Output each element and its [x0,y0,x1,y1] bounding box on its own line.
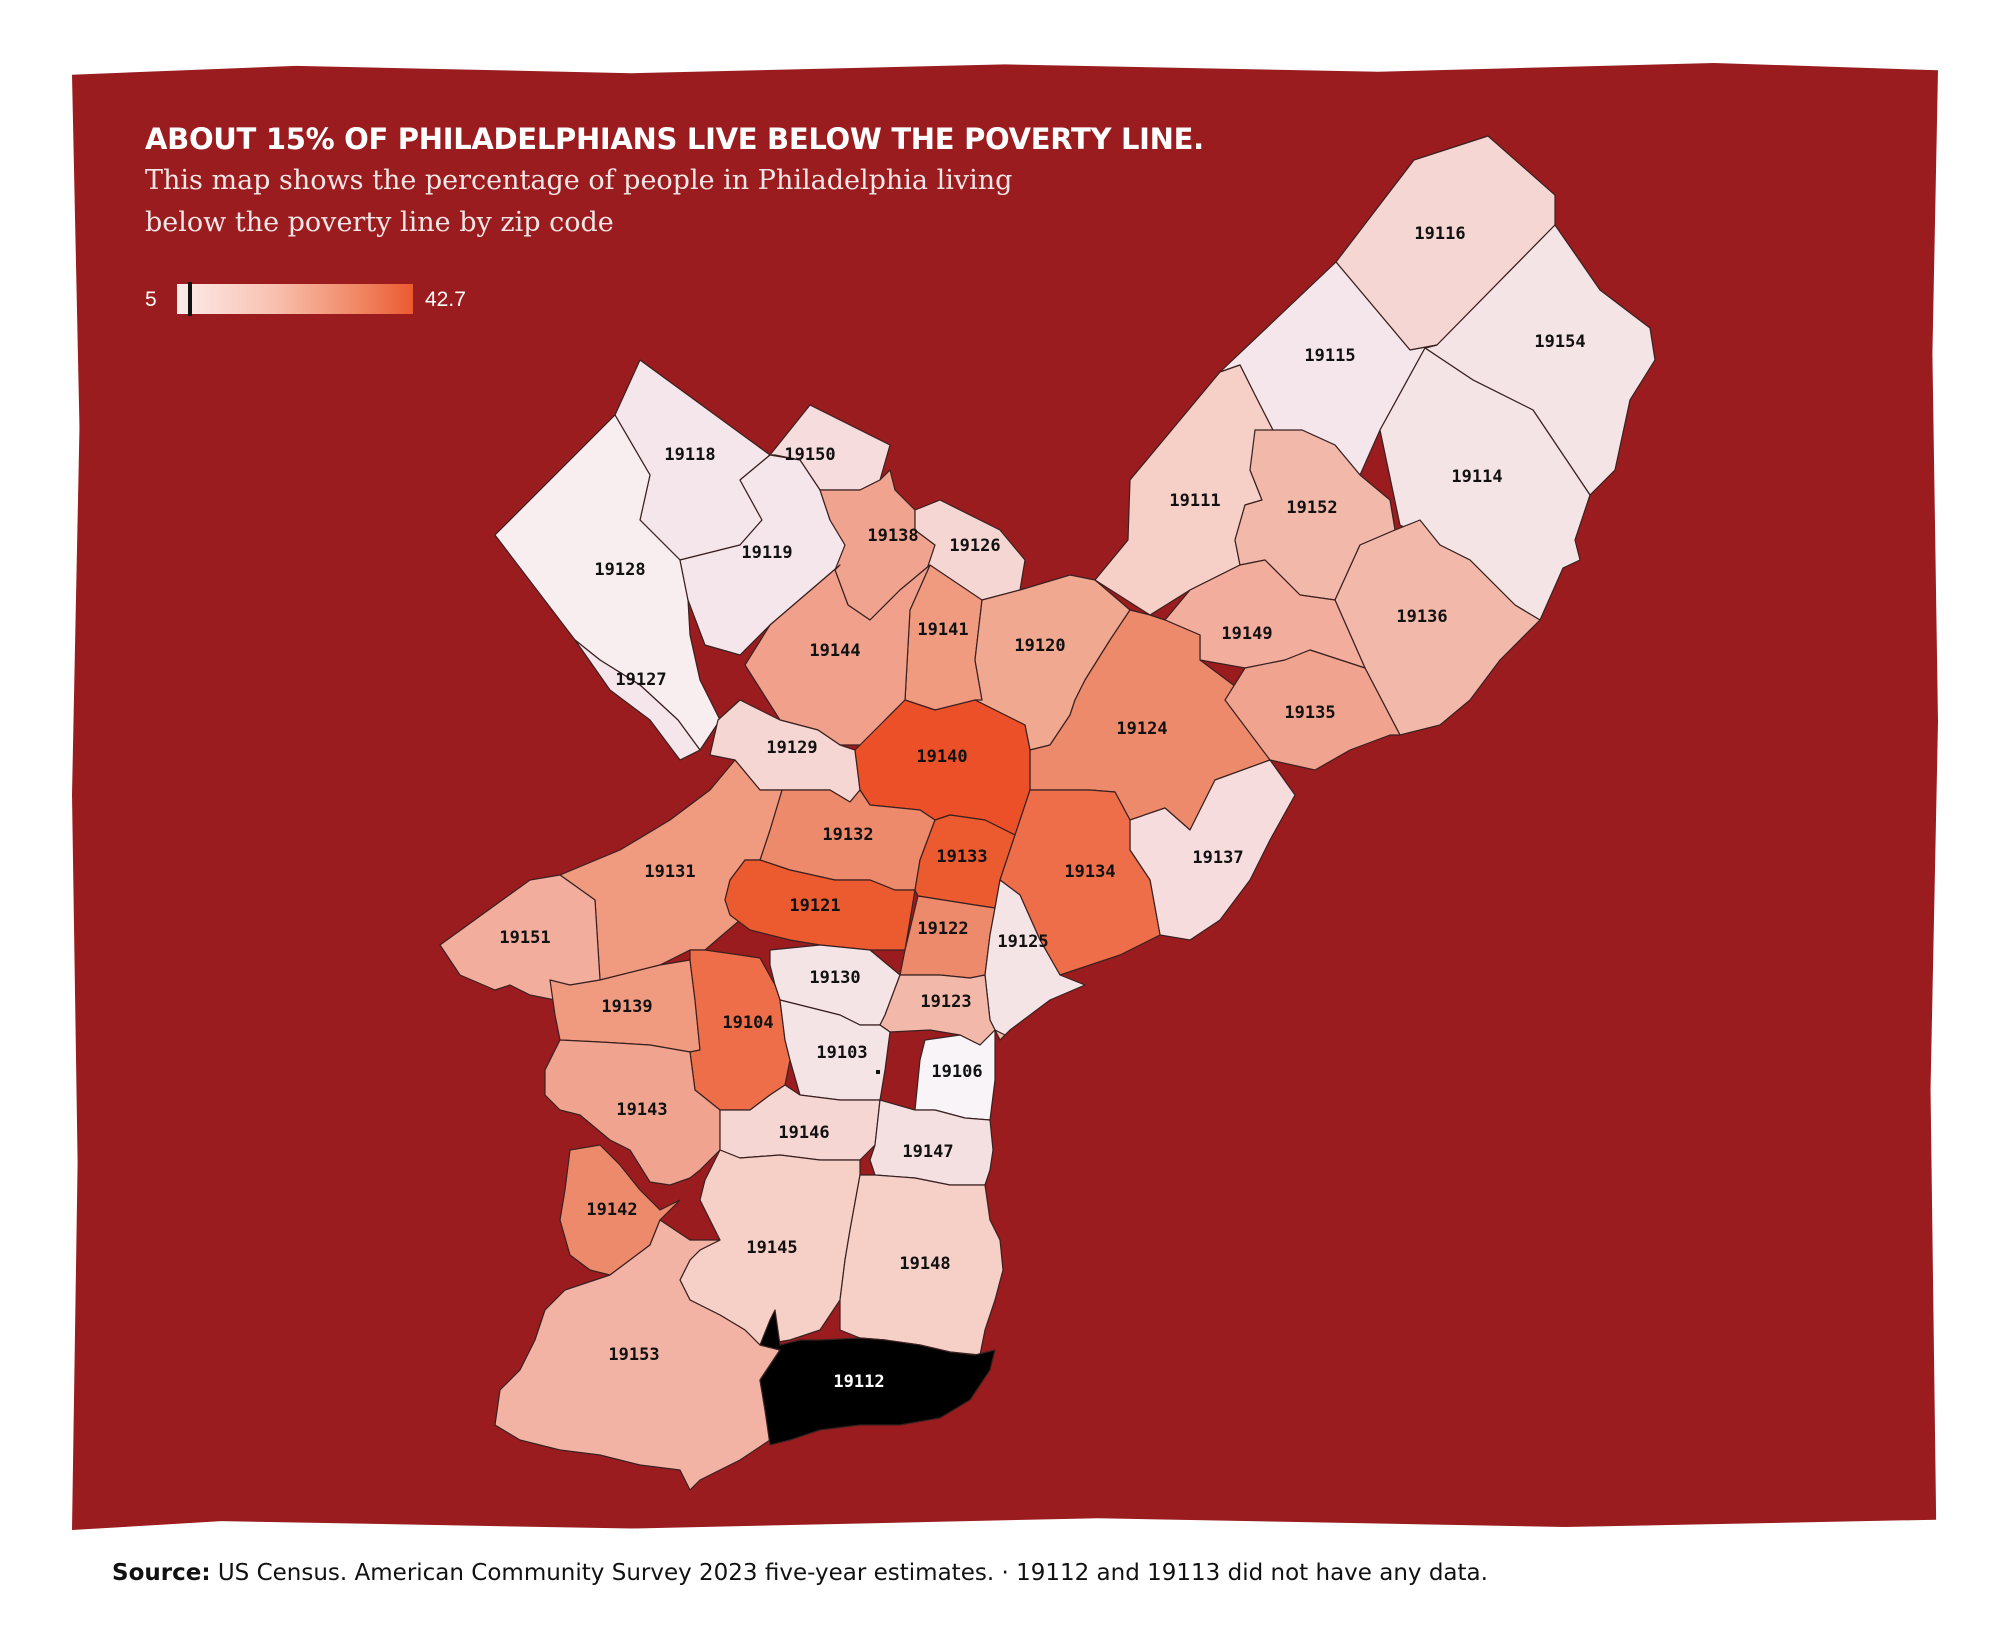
zip-label-19124: 19124 [1116,719,1167,739]
zip-label-19125: 19125 [997,932,1048,952]
zip-region-19147 [869,1099,994,1186]
legend-max-label: 42.7 [425,288,466,311]
zip-label-19152: 19152 [1286,498,1337,518]
zip-region-19104 [689,949,791,1111]
map-subtitle: This map shows the percentage of people … [145,165,1013,238]
zip-region-19143 [544,1039,721,1186]
zip-region-19148 [839,1174,1004,1356]
zip-label-19131: 19131 [644,862,695,882]
source-label: Source: [112,1560,211,1586]
zip-label-19145: 19145 [746,1238,797,1258]
zip-label-19153: 19153 [608,1345,659,1365]
zip-label-19127: 19127 [615,670,666,690]
zip-region-19121 [724,859,916,951]
zip-label-19141: 19141 [917,620,968,640]
zip-label-19149: 19149 [1221,624,1272,644]
zip-label-19104: 19104 [722,1013,773,1033]
zip-label-19150: 19150 [784,445,835,465]
zip-label-19118: 19118 [664,445,715,465]
zip-label-19138: 19138 [867,526,918,546]
zip-label-19146: 19146 [778,1123,829,1143]
map-title: ABOUT 15% OF PHILADELPHIANS LIVE BELOW T… [145,122,1204,156]
small-zip-dot [876,1070,880,1074]
zip-label-19126: 19126 [949,536,1000,556]
zip-label-19144: 19144 [809,641,860,661]
zip-label-19121: 19121 [789,896,840,916]
zip-label-19122: 19122 [917,919,968,939]
zip-label-19114: 19114 [1451,467,1502,487]
zip-label-19133: 19133 [936,847,987,867]
zip-label-19142: 19142 [586,1200,637,1220]
zip-label-19151: 19151 [499,928,550,948]
zip-label-19120: 19120 [1014,636,1065,656]
zip-label-19148: 19148 [899,1254,950,1274]
zip-label-19130: 19130 [809,968,860,988]
zip-label-19116: 19116 [1414,224,1465,244]
zip-label-19119: 19119 [741,543,792,563]
zip-region-19112 [759,1309,996,1446]
zip-label-19137: 19137 [1192,848,1243,868]
zip-region-19135 [1224,649,1401,771]
zip-label-19103: 19103 [816,1043,867,1063]
zip-label-19147: 19147 [902,1142,953,1162]
zip-region-19103 [779,999,891,1101]
legend-min-label: 5 [145,288,157,311]
zip-label-19135: 19135 [1284,703,1335,723]
legend-average-marker [187,282,192,316]
zip-label-19140: 19140 [916,747,967,767]
zip-label-19106: 19106 [931,1062,982,1082]
legend-gradient-bar [177,282,413,316]
zip-label-19132: 19132 [822,825,873,845]
source-text: US Census. American Community Survey 202… [217,1560,1488,1586]
zip-label-19154: 19154 [1534,332,1585,352]
zip-label-19123: 19123 [920,992,971,1012]
zip-label-19128: 19128 [594,560,645,580]
zip-label-19115: 19115 [1304,346,1355,366]
zip-label-19143: 19143 [616,1100,667,1120]
zip-label-19134: 19134 [1064,862,1115,882]
zip-region-19127 [574,639,701,761]
source-note: Source: US Census. American Community Su… [112,1560,1488,1586]
zip-label-19136: 19136 [1396,607,1447,627]
zip-label-19112: 19112 [833,1372,884,1392]
zip-label-19129: 19129 [766,738,817,758]
zip-label-19139: 19139 [601,997,652,1017]
zip-label-19111: 19111 [1169,491,1220,511]
